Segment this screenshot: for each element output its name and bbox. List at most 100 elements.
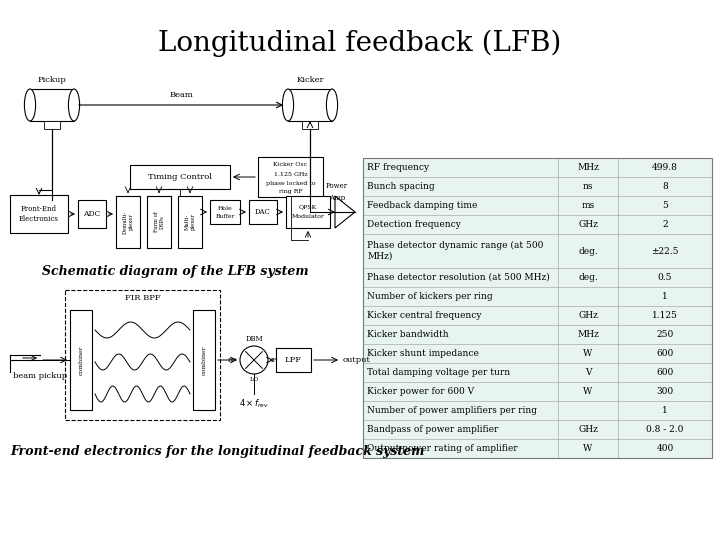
Bar bbox=[286, 196, 330, 228]
Text: combiner: combiner bbox=[202, 345, 207, 375]
Text: Detection frequency: Detection frequency bbox=[367, 220, 461, 229]
Bar bbox=[363, 363, 712, 382]
Bar bbox=[363, 420, 712, 439]
Bar bbox=[302, 121, 318, 129]
Text: 1: 1 bbox=[662, 292, 668, 301]
Text: combiner: combiner bbox=[78, 345, 84, 375]
Bar bbox=[363, 268, 712, 287]
Bar bbox=[363, 344, 712, 363]
Bar bbox=[363, 306, 712, 325]
Text: LPF: LPF bbox=[285, 356, 302, 364]
Text: RF: RF bbox=[228, 357, 237, 362]
Text: Front-end electronics for the longitudinal feedback system: Front-end electronics for the longitudin… bbox=[10, 445, 424, 458]
Text: GHz: GHz bbox=[578, 311, 598, 320]
Text: 600: 600 bbox=[657, 349, 674, 358]
Text: GHz: GHz bbox=[578, 220, 598, 229]
Text: Kicker central frequency: Kicker central frequency bbox=[367, 311, 482, 320]
Text: DBM: DBM bbox=[246, 335, 263, 343]
Text: deg.: deg. bbox=[578, 246, 598, 255]
Text: Bandpass of power amplifier: Bandpass of power amplifier bbox=[367, 425, 498, 434]
Bar bbox=[363, 177, 712, 196]
Bar bbox=[363, 401, 712, 420]
Text: 1: 1 bbox=[662, 406, 668, 415]
Bar bbox=[116, 196, 140, 248]
Text: Kicker: Kicker bbox=[296, 76, 324, 84]
Ellipse shape bbox=[282, 89, 294, 121]
Bar bbox=[130, 165, 230, 189]
Text: ±22.5: ±22.5 bbox=[652, 246, 679, 255]
Text: Kicker shunt impedance: Kicker shunt impedance bbox=[367, 349, 479, 358]
Text: $4\times f_{rev}$: $4\times f_{rev}$ bbox=[239, 398, 269, 410]
Text: Schematic diagram of the LFB system: Schematic diagram of the LFB system bbox=[42, 265, 308, 278]
Text: 499.8: 499.8 bbox=[652, 163, 678, 172]
Text: Kicker power for 600 V: Kicker power for 600 V bbox=[367, 387, 474, 396]
Text: MHz: MHz bbox=[577, 330, 599, 339]
Bar bbox=[44, 121, 60, 129]
Bar bbox=[363, 234, 712, 268]
Bar bbox=[363, 196, 712, 215]
Bar bbox=[363, 287, 712, 306]
Bar bbox=[249, 200, 277, 224]
Text: Longitudinal feedback (LFB): Longitudinal feedback (LFB) bbox=[158, 30, 562, 57]
Text: MHz: MHz bbox=[577, 163, 599, 172]
Text: ADC: ADC bbox=[84, 210, 101, 218]
Text: FIR BPF: FIR BPF bbox=[125, 294, 161, 302]
Text: 250: 250 bbox=[657, 330, 674, 339]
Text: V: V bbox=[585, 368, 591, 377]
Text: deg.: deg. bbox=[578, 273, 598, 282]
Bar bbox=[70, 310, 92, 410]
Text: Buffer: Buffer bbox=[215, 213, 235, 219]
Text: 400: 400 bbox=[657, 444, 674, 453]
Text: ns: ns bbox=[582, 182, 593, 191]
Bar bbox=[10, 195, 68, 233]
Text: Modulator: Modulator bbox=[292, 214, 325, 219]
Text: Farm of
DSPs: Farm of DSPs bbox=[153, 212, 164, 232]
Text: DAC: DAC bbox=[255, 208, 271, 216]
Bar bbox=[363, 158, 712, 177]
Text: Phase detector resolution (at 500 MHz): Phase detector resolution (at 500 MHz) bbox=[367, 273, 550, 282]
Text: Pickup: Pickup bbox=[37, 76, 66, 84]
Text: ms: ms bbox=[581, 201, 595, 210]
Text: W: W bbox=[583, 387, 593, 396]
Text: RF frequency: RF frequency bbox=[367, 163, 429, 172]
Bar bbox=[363, 439, 712, 458]
Text: IF: IF bbox=[271, 357, 278, 362]
Text: 300: 300 bbox=[657, 387, 674, 396]
Text: Multi-
plexer: Multi- plexer bbox=[184, 213, 195, 231]
Text: W: W bbox=[583, 444, 593, 453]
Text: ring RF: ring RF bbox=[279, 190, 302, 194]
Text: Kicker Osc: Kicker Osc bbox=[274, 163, 307, 167]
Bar bbox=[276, 348, 311, 372]
Circle shape bbox=[240, 346, 268, 374]
Bar bbox=[210, 200, 240, 224]
Text: 5: 5 bbox=[662, 201, 668, 210]
Text: QPSK: QPSK bbox=[299, 205, 317, 210]
Text: Electronics: Electronics bbox=[19, 215, 59, 223]
Bar bbox=[193, 310, 215, 410]
Bar bbox=[363, 215, 712, 234]
Bar bbox=[363, 158, 712, 458]
Text: Hole: Hole bbox=[217, 206, 233, 211]
Bar bbox=[363, 325, 712, 344]
Text: phase locked to: phase locked to bbox=[266, 180, 315, 186]
Polygon shape bbox=[335, 196, 355, 228]
Text: 0.8 - 2.0: 0.8 - 2.0 bbox=[647, 425, 684, 434]
Text: Number of kickers per ring: Number of kickers per ring bbox=[367, 292, 492, 301]
Text: Timing Control: Timing Control bbox=[148, 173, 212, 181]
Text: 8: 8 bbox=[662, 182, 668, 191]
Bar bbox=[258, 157, 323, 197]
Text: GHz: GHz bbox=[578, 425, 598, 434]
Ellipse shape bbox=[326, 89, 338, 121]
Text: Beam: Beam bbox=[169, 91, 193, 99]
Text: 1.125 GHz: 1.125 GHz bbox=[274, 172, 307, 177]
Bar bbox=[65, 290, 220, 420]
Text: Phase detector dynamic range (at 500
MHz): Phase detector dynamic range (at 500 MHz… bbox=[367, 241, 544, 261]
Text: Total damping voltage per turn: Total damping voltage per turn bbox=[367, 368, 510, 377]
Text: 600: 600 bbox=[657, 368, 674, 377]
Bar bbox=[363, 382, 712, 401]
Text: Demulti-
plexer: Demulti- plexer bbox=[122, 211, 133, 234]
Text: output: output bbox=[343, 356, 371, 364]
Bar bbox=[30, 89, 74, 121]
Text: Output power rating of amplifier: Output power rating of amplifier bbox=[367, 444, 518, 453]
Ellipse shape bbox=[68, 89, 80, 121]
